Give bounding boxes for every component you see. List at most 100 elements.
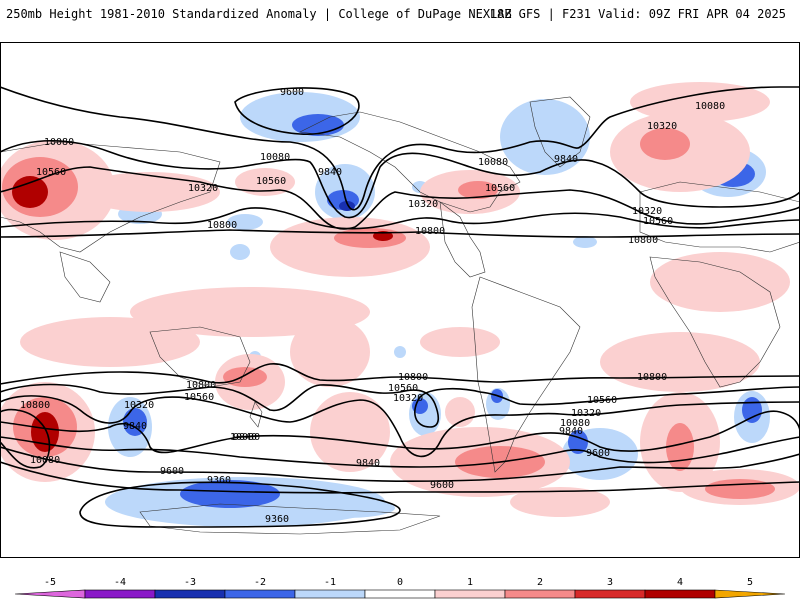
anomaly-region xyxy=(80,172,220,212)
australia-outline xyxy=(149,326,251,388)
anomaly-region xyxy=(334,228,406,248)
contour-label: 9360 xyxy=(265,514,289,525)
map-header: 250mb Height 1981-2010 Standardized Anom… xyxy=(0,0,800,30)
south-america-outline xyxy=(471,276,581,473)
contour-line xyxy=(0,436,800,468)
anomaly-region xyxy=(295,498,395,518)
contour-label: 10320 xyxy=(632,206,662,217)
model-run-info: 18Z GFS | F231 Valid: 09Z FRI APR 04 202… xyxy=(489,7,786,21)
anomaly-region xyxy=(650,252,790,312)
anomaly-region xyxy=(510,487,610,517)
new-zealand-outline xyxy=(249,401,263,428)
anomaly-region xyxy=(742,397,762,423)
anomaly-region xyxy=(458,181,498,199)
map-title: 250mb Height 1981-2010 Standardized Anom… xyxy=(6,7,512,21)
colorbar-segment xyxy=(504,589,576,599)
contour-label: 9600 xyxy=(280,87,304,98)
contour-label: 9600 xyxy=(430,480,454,491)
contour-label: 10320 xyxy=(188,183,218,194)
contour-label: 10080 xyxy=(30,455,60,466)
contour-line xyxy=(0,229,800,238)
anomaly-region xyxy=(180,480,280,508)
greenland-outline xyxy=(529,96,591,168)
anomaly-region xyxy=(412,398,428,414)
anomaly-region xyxy=(573,236,597,248)
contour-label: 9600 xyxy=(586,448,610,459)
contour-label: 10560 xyxy=(256,176,286,187)
anomaly-region xyxy=(12,176,48,208)
colorbar-tick-label: -1 xyxy=(324,577,336,588)
contour-line xyxy=(0,207,800,230)
colorbar-tick-label: 3 xyxy=(607,577,613,588)
contour-label: 10800 xyxy=(628,235,658,246)
colorbar-tick-label: -4 xyxy=(114,577,126,588)
contour-label: 10800 xyxy=(20,400,50,411)
contour-line xyxy=(0,383,800,428)
colorbar-segment xyxy=(644,589,716,599)
anomaly-region xyxy=(230,244,250,260)
contour-line xyxy=(0,140,800,219)
contour-line xyxy=(234,87,360,135)
contour-label: 10320 xyxy=(408,199,438,210)
colorbar-tick-label: -2 xyxy=(254,577,266,588)
contour-label: 10560 xyxy=(388,383,418,394)
contour-label: 10560 xyxy=(587,395,617,406)
contour-label: 9840 xyxy=(559,426,583,437)
colorbar-segment xyxy=(14,589,86,599)
contour-label: 10320 xyxy=(647,121,677,132)
contour-label: 9840 xyxy=(233,432,257,443)
colorbar-tick-label: 1 xyxy=(467,577,473,588)
anomaly-region xyxy=(640,128,690,160)
contour-line xyxy=(0,363,800,385)
anomaly-region xyxy=(500,99,590,175)
contour-label: 9840 xyxy=(123,421,147,432)
contour-label: 10080 xyxy=(44,137,74,148)
contour-label: 10800 xyxy=(398,372,428,383)
anomaly-region xyxy=(235,168,295,196)
eurasia-west-outline xyxy=(639,181,800,253)
colorbar-segment xyxy=(364,589,436,599)
contour-label: 10800 xyxy=(186,380,216,391)
map-canvas: 9600 10080 10560 10320 9840 10080 10800 … xyxy=(0,42,800,558)
contour-label: 10560 xyxy=(184,392,214,403)
contour-line xyxy=(0,395,800,458)
colorbar-tick-label: -5 xyxy=(44,577,56,588)
colorbar-tick-label: 0 xyxy=(397,577,403,588)
anomaly-region xyxy=(123,408,147,436)
colorbar-segment xyxy=(294,589,366,599)
colorbar-segment xyxy=(714,589,786,599)
contour-label: 10800 xyxy=(415,226,445,237)
anomaly-region xyxy=(227,214,263,230)
africa-outline xyxy=(649,256,781,388)
contour-label: 10080 xyxy=(260,152,290,163)
height-contours xyxy=(0,86,800,528)
colorbar-segment xyxy=(434,589,506,599)
colorbar-segment xyxy=(84,589,156,599)
contour-label: 9360 xyxy=(207,475,231,486)
anomaly-region xyxy=(705,479,775,499)
anomaly-colorbar: -5 -4 -3 -2 -1 0 1 2 3 4 5 xyxy=(0,572,800,600)
anomaly-region xyxy=(420,327,500,357)
anomaly-region xyxy=(290,317,370,387)
antarctica-outline xyxy=(139,503,441,535)
colorbar-segment xyxy=(224,589,296,599)
anomaly-region xyxy=(270,217,430,277)
colorbar-tick-label: 5 xyxy=(747,577,753,588)
anomaly-region xyxy=(223,367,267,387)
contour-label: 10080 xyxy=(478,157,508,168)
contour-label: 10800 xyxy=(637,372,667,383)
contour-label: 10320 xyxy=(124,400,154,411)
contour-label: 10080 xyxy=(695,101,725,112)
colorbar-segment xyxy=(154,589,226,599)
southeast-asia-outline xyxy=(59,251,111,303)
contour-label: 10560 xyxy=(36,167,66,178)
contour-label: 10080 xyxy=(230,432,260,443)
anomaly-region xyxy=(394,346,406,358)
contour-line xyxy=(0,86,800,211)
contour-label: 10560 xyxy=(485,183,515,194)
anomaly-map: 9600 10080 10560 10320 9840 10080 10800 … xyxy=(0,42,800,558)
colorbar-segments xyxy=(14,589,786,599)
anomaly-region xyxy=(310,392,390,472)
colorbar-ticks: -5 -4 -3 -2 -1 0 1 2 3 4 5 xyxy=(44,577,753,588)
colorbar-tick-label: -3 xyxy=(184,577,196,588)
